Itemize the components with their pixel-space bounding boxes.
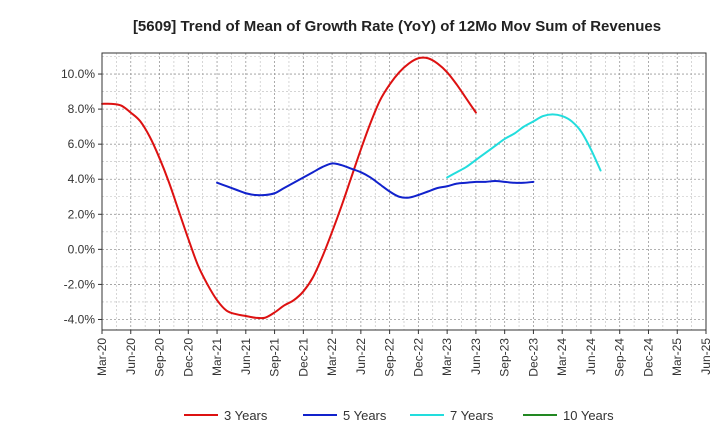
- x-tick-label: Sep-22: [383, 338, 397, 377]
- x-tick-label: Jun-23: [469, 338, 483, 375]
- legend: 3 Years 5 Years 7 Years 10 Years: [184, 408, 614, 423]
- y-tick-label: -4.0%: [64, 312, 96, 326]
- y-tick-label: -2.0%: [64, 277, 96, 291]
- x-tick-label: Jun-24: [584, 338, 598, 375]
- legend-label-5-years: 5 Years: [343, 408, 387, 423]
- plot-area-border: [101, 52, 707, 331]
- x-tick-label: Dec-21: [296, 338, 310, 377]
- y-tick-label: 2.0%: [68, 207, 96, 221]
- y-tick-label: 4.0%: [68, 172, 96, 186]
- x-tick-label: Jun-25: [699, 338, 713, 375]
- y-tick-label: 8.0%: [68, 102, 96, 116]
- x-tick-label: Mar-24: [555, 338, 569, 376]
- grid-lines: [101, 53, 707, 330]
- x-tick-label: Dec-22: [411, 338, 425, 377]
- x-tick-label: Jun-21: [239, 338, 253, 375]
- series-line-7-years: [446, 113, 602, 179]
- y-tick-label: 0.0%: [68, 242, 96, 256]
- legend-label-10-years: 10 Years: [563, 408, 614, 423]
- series-line-5-years: [216, 162, 535, 199]
- y-tick-label: 6.0%: [68, 137, 96, 151]
- x-tick-label: Sep-20: [153, 338, 167, 377]
- x-tick-label: Dec-23: [526, 338, 540, 377]
- chart-title: [5609] Trend of Mean of Growth Rate (YoY…: [133, 18, 661, 35]
- x-tick-label: Dec-20: [181, 338, 195, 377]
- x-axis-ticks: Mar-20 Jun-20 Sep-20 Dec-20 Mar-21 Jun-21 Sep-…: [95, 330, 713, 377]
- legend-label-7-years: 7 Years: [450, 408, 494, 423]
- series-line-3-years: [101, 56, 477, 320]
- plot-area-background: [102, 53, 706, 330]
- x-tick-label: Mar-22: [325, 338, 339, 376]
- x-tick-label: Sep-24: [613, 338, 627, 377]
- x-tick-label: Mar-21: [210, 338, 224, 376]
- y-axis-ticks: -4.0% -2.0% 0.0% 2.0% 4.0% 6.0% 8.0% 10.0%: [61, 67, 102, 326]
- x-tick-label: Mar-20: [95, 338, 109, 376]
- series-lines: [101, 56, 602, 320]
- x-tick-label: Jun-20: [124, 338, 138, 375]
- x-tick-label: Sep-21: [268, 338, 282, 377]
- legend-label-3-years: 3 Years: [224, 408, 268, 423]
- x-tick-label: Dec-24: [641, 338, 655, 377]
- x-tick-label: Jun-22: [354, 338, 368, 375]
- x-tick-label: Mar-25: [670, 338, 684, 376]
- x-tick-label: Sep-23: [498, 338, 512, 377]
- x-tick-label: Mar-23: [440, 338, 454, 376]
- y-tick-label: 10.0%: [61, 67, 95, 81]
